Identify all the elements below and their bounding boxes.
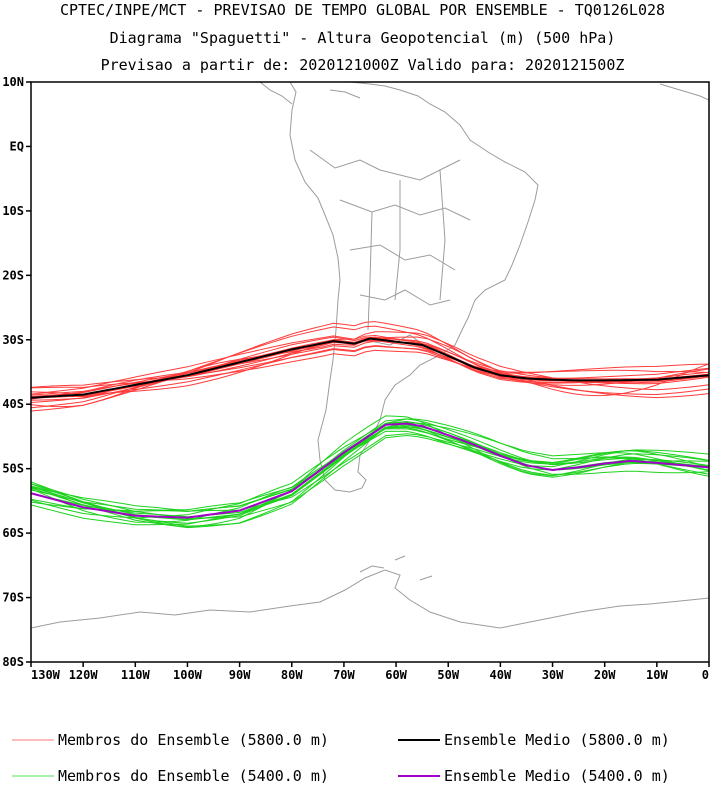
x-tick-label: 80W bbox=[281, 668, 303, 682]
central-america-coastline bbox=[259, 82, 709, 105]
ensemble-member-line bbox=[31, 430, 709, 513]
chart-title-line-2: Diagrama "Spaguetti" - Altura Geopotenci… bbox=[109, 29, 616, 47]
x-tick-label: 40W bbox=[490, 668, 512, 682]
y-tick-label: 50S bbox=[2, 462, 24, 476]
ensemble-member-line bbox=[31, 428, 709, 523]
x-tick-label: 90W bbox=[229, 668, 251, 682]
y-tick-label: 10S bbox=[2, 204, 24, 218]
x-tick-label: 20W bbox=[594, 668, 616, 682]
x-tick-label: 130W bbox=[31, 668, 61, 682]
x-tick-label: 30W bbox=[542, 668, 564, 682]
y-tick-label: 70S bbox=[2, 591, 24, 605]
antarctic-islands bbox=[359, 555, 433, 581]
x-tick-label: 50W bbox=[437, 668, 459, 682]
y-tick-label: 30S bbox=[2, 333, 24, 347]
x-tick-label: 70W bbox=[333, 668, 355, 682]
ensemble-member-line bbox=[31, 418, 709, 526]
x-tick-label: 0 bbox=[702, 668, 709, 682]
legend-label: Membros do Ensemble (5400.0 m) bbox=[58, 767, 329, 785]
y-tick-label: 40S bbox=[2, 397, 24, 411]
ensemble-member-line bbox=[31, 434, 709, 520]
y-tick-label: 60S bbox=[2, 526, 24, 540]
x-tick-label: 10W bbox=[646, 668, 668, 682]
x-axis: 130W 120W 110W 100W 90W 80W 70W 60W 50W 40W 30W 20W… bbox=[30, 662, 710, 682]
y-tick-label: 10N bbox=[2, 75, 24, 89]
y-tick-label: EQ bbox=[10, 139, 24, 153]
ensemble-member-line bbox=[31, 321, 709, 412]
chart-title-line-3: Previsao a partir de: 2020121000Z Valido… bbox=[100, 56, 625, 74]
x-tick-label: 60W bbox=[385, 668, 407, 682]
map-outlines bbox=[31, 82, 709, 629]
ensemble-member-line bbox=[31, 345, 709, 398]
plot-frame bbox=[30, 81, 710, 663]
legend-label: Ensemble Medio (5400.0 m) bbox=[444, 767, 670, 785]
legend-label: Membros do Ensemble (5800.0 m) bbox=[58, 731, 329, 749]
y-tick-label: 20S bbox=[2, 268, 24, 282]
ensemble-member-line bbox=[31, 334, 709, 395]
ensemble-member-line bbox=[31, 345, 709, 388]
ensemble-mean-line bbox=[31, 422, 709, 519]
south-america-coastline bbox=[289, 82, 539, 493]
legend-label: Ensemble Medio (5800.0 m) bbox=[444, 731, 670, 749]
ensemble-member-line bbox=[31, 325, 709, 409]
ensemble-members bbox=[31, 321, 709, 529]
ensemble-member-line bbox=[31, 426, 709, 512]
ensemble-mean-line bbox=[31, 337, 709, 399]
x-tick-label: 110W bbox=[121, 668, 151, 682]
country-borders bbox=[309, 149, 471, 351]
y-axis: 10N EQ 10S 20S 30S 40S 50S 60S 70S 80S bbox=[2, 75, 31, 669]
ensemble-means bbox=[31, 337, 709, 519]
chart-title-line-1: CPTEC/INPE/MCT - PREVISAO DE TEMPO GLOBA… bbox=[59, 1, 666, 19]
antarctica-coastline bbox=[31, 569, 709, 629]
legend: Membros do Ensemble (5800.0 m) Ensemble M… bbox=[12, 731, 670, 785]
x-tick-label: 100W bbox=[173, 668, 203, 682]
x-tick-label: 120W bbox=[69, 668, 99, 682]
ensemble-member-line bbox=[31, 433, 709, 512]
ensemble-member-line bbox=[31, 349, 709, 389]
y-tick-label: 80S bbox=[2, 655, 24, 669]
